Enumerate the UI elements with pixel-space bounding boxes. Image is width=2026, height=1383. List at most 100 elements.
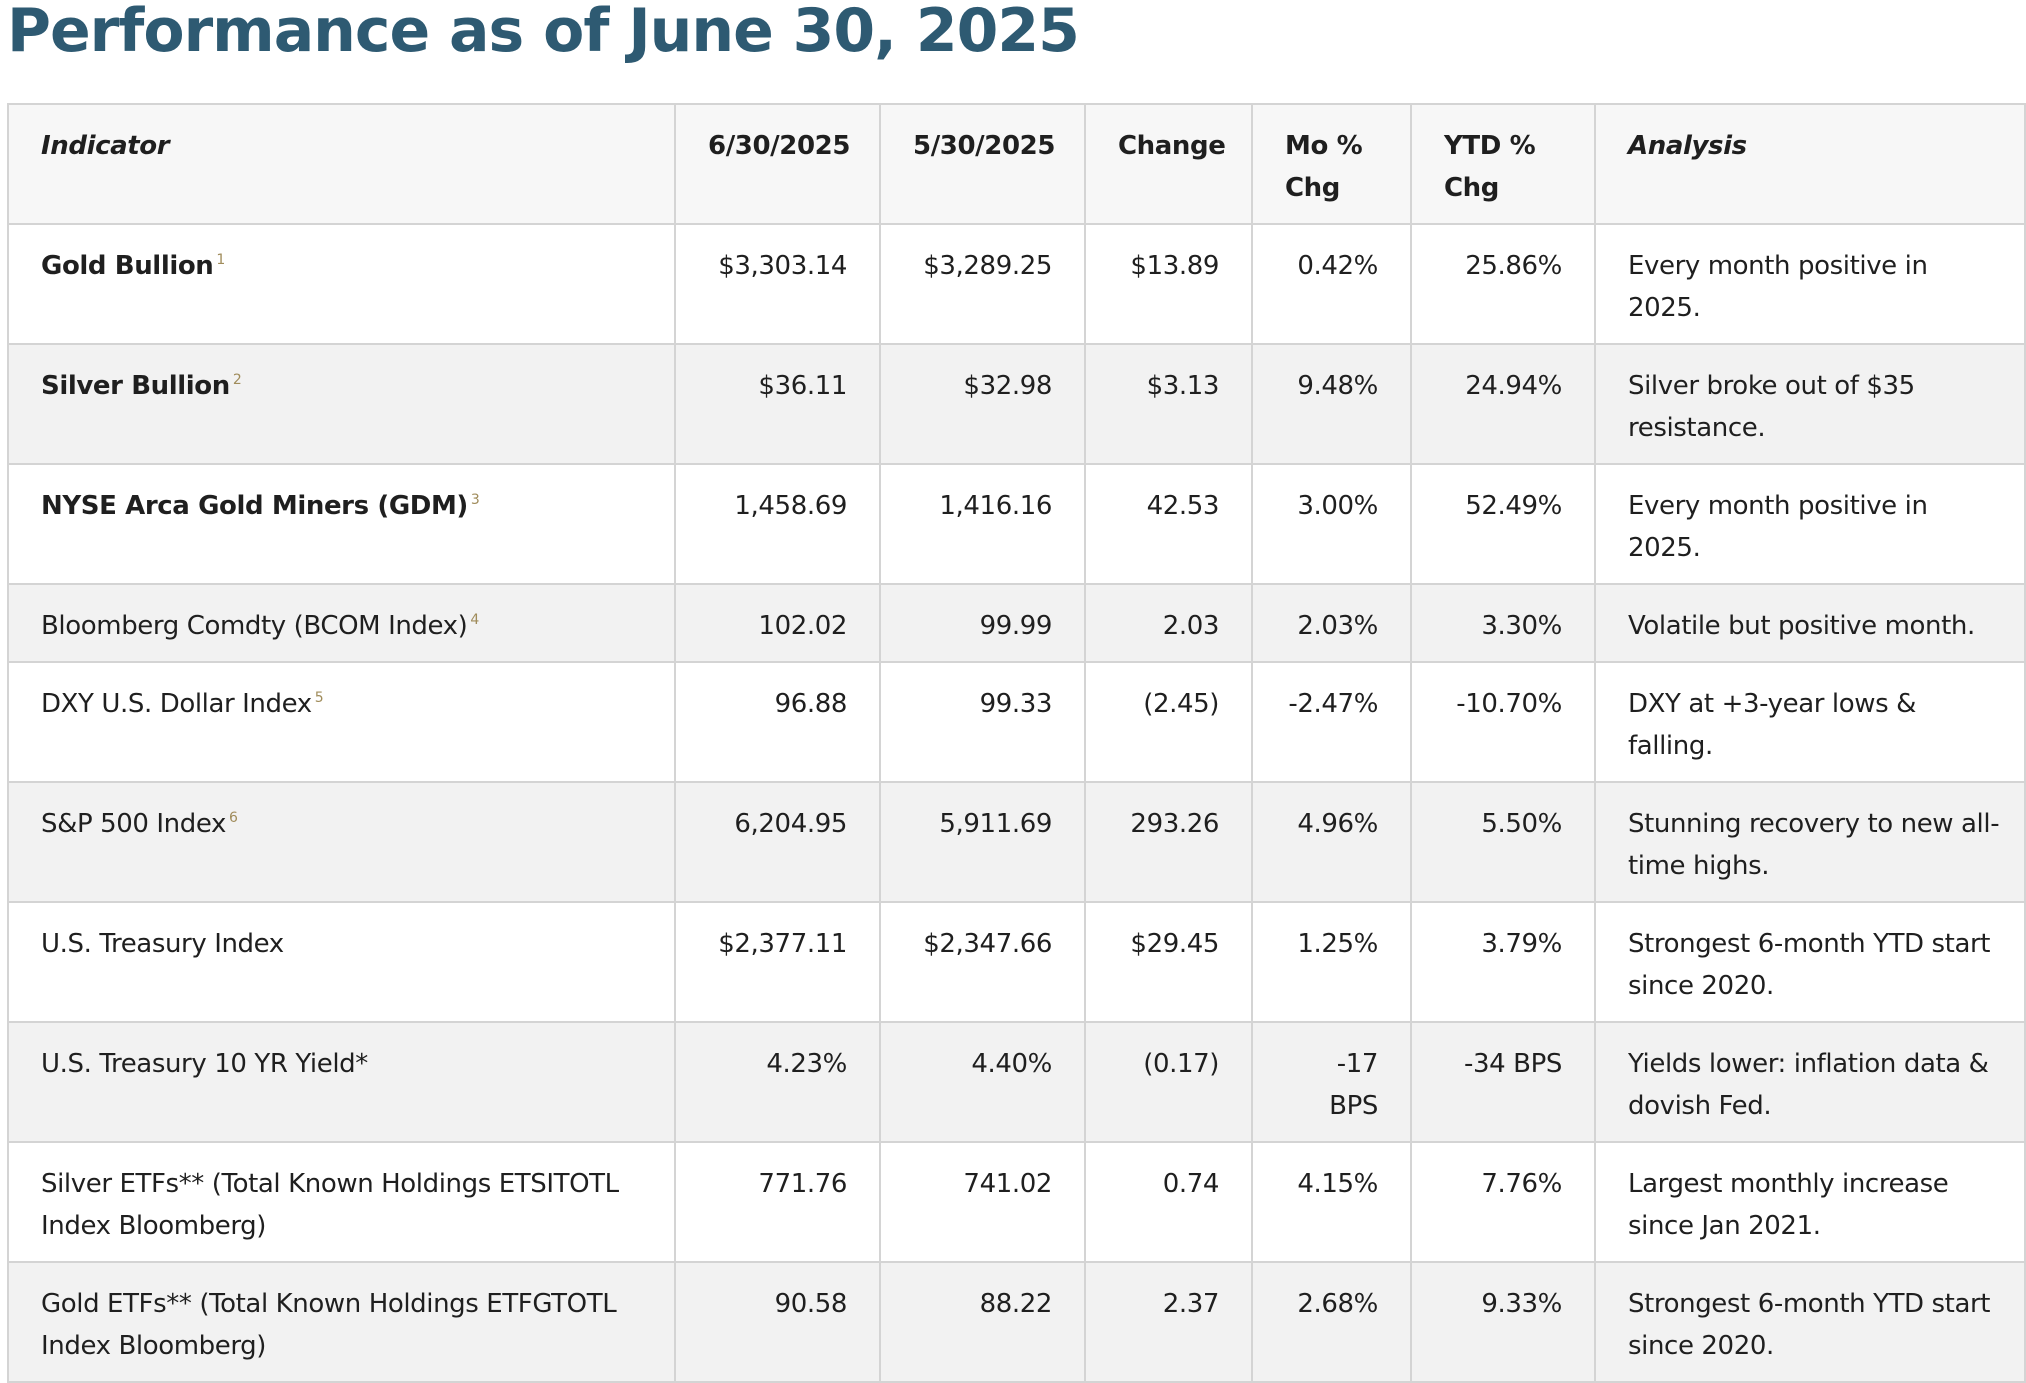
header-change: Change (1084, 103, 1253, 225)
table-header-row: Indicator 6/30/2025 5/30/2025 Change Mo … (7, 103, 2026, 225)
indicator-cell: S&P 500 Index 6 (7, 781, 676, 903)
change-cell: $13.89 (1084, 223, 1253, 345)
ytd-pct-cell: -10.70% (1410, 661, 1596, 783)
value-6-30-cell: 90.58 (674, 1261, 881, 1383)
indicator-cell: U.S. Treasury Index (7, 901, 676, 1023)
analysis-cell: Every month positive in 2025. (1594, 223, 2026, 345)
indicator-cell: Gold Bullion 1 (7, 223, 676, 345)
indicator-name: NYSE Arca Gold Miners (GDM) (41, 491, 468, 521)
footnote-marker[interactable]: 5 (314, 690, 324, 707)
analysis-cell: Strongest 6-month YTD start since 2020. (1594, 1261, 2026, 1383)
value-6-30-cell: $2,377.11 (674, 901, 881, 1023)
indicator-cell: Silver ETFs** (Total Known Holdings ETSI… (7, 1141, 676, 1263)
table-row: S&P 500 Index 6 6,204.95 5,911.69 293.26 4.96… (7, 781, 2026, 903)
footnote-marker[interactable]: 3 (470, 492, 480, 509)
performance-table: Indicator 6/30/2025 5/30/2025 Change Mo … (7, 103, 2026, 1383)
change-cell: 293.26 (1084, 781, 1253, 903)
indicator-cell: DXY U.S. Dollar Index 5 (7, 661, 676, 783)
value-6-30-cell: 96.88 (674, 661, 881, 783)
table-row: Silver ETFs** (Total Known Holdings ETSI… (7, 1141, 2026, 1263)
table-body: Gold Bullion 1 $3,303.14 $3,289.25 $13.89 0.4… (7, 223, 2026, 1383)
ytd-pct-cell: 3.79% (1410, 901, 1596, 1023)
value-6-30-cell: $36.11 (674, 343, 881, 465)
mo-pct-cell: 4.96% (1251, 781, 1412, 903)
value-5-30-cell: 741.02 (879, 1141, 1086, 1263)
analysis-cell: Volatile but positive month. (1594, 583, 2026, 663)
indicator-name: S&P 500 Index (41, 809, 226, 839)
value-5-30-cell: $3,289.25 (879, 223, 1086, 345)
value-6-30-cell: 1,458.69 (674, 463, 881, 585)
indicator-name: U.S. Treasury Index (41, 929, 284, 959)
header-date-5-30: 5/30/2025 (879, 103, 1086, 225)
value-6-30-cell: 771.76 (674, 1141, 881, 1263)
table-row: Gold Bullion 1 $3,303.14 $3,289.25 $13.89 0.4… (7, 223, 2026, 345)
header-ytd-pct-chg: YTD % Chg (1410, 103, 1596, 225)
mo-pct-cell: -17 BPS (1251, 1021, 1412, 1143)
table-row: Silver Bullion 2 $36.11 $32.98 $3.13 9.48% 24.… (7, 343, 2026, 465)
footnote-marker[interactable]: 2 (232, 372, 242, 389)
footnote-marker[interactable]: 6 (229, 810, 238, 827)
value-6-30-cell: 4.23% (674, 1021, 881, 1143)
change-cell: $29.45 (1084, 901, 1253, 1023)
mo-pct-cell: 4.15% (1251, 1141, 1412, 1263)
table-row: Gold ETFs** (Total Known Holdings ETFGTO… (7, 1261, 2026, 1383)
footnote-marker[interactable]: 4 (470, 612, 479, 629)
header-analysis: Analysis (1594, 103, 2026, 225)
change-cell: (0.17) (1084, 1021, 1253, 1143)
indicator-cell: U.S. Treasury 10 YR Yield* (7, 1021, 676, 1143)
table-row: U.S. Treasury Index $2,377.11 $2,347.66 $29… (7, 901, 2026, 1023)
footnote-marker[interactable]: 1 (216, 252, 225, 269)
header-indicator: Indicator (7, 103, 676, 225)
indicator-name: Silver ETFs** (Total Known Holdings ETSI… (41, 1169, 619, 1241)
analysis-cell: DXY at +3-year lows & falling. (1594, 661, 2026, 783)
value-5-30-cell: $2,347.66 (879, 901, 1086, 1023)
analysis-cell: Stunning recovery to new all-time highs. (1594, 781, 2026, 903)
mo-pct-cell: 1.25% (1251, 901, 1412, 1023)
ytd-pct-cell: 7.76% (1410, 1141, 1596, 1263)
analysis-cell: Silver broke out of $35 resistance. (1594, 343, 2026, 465)
table-row: NYSE Arca Gold Miners (GDM) 3 1,458.69 1,41… (7, 463, 2026, 585)
analysis-cell: Largest monthly increase since Jan 2021. (1594, 1141, 2026, 1263)
change-cell: 2.03 (1084, 583, 1253, 663)
ytd-pct-cell: -34 BPS (1410, 1021, 1596, 1143)
change-cell: 0.74 (1084, 1141, 1253, 1263)
indicator-cell: Bloomberg Comdty (BCOM Index) 4 (7, 583, 676, 663)
mo-pct-cell: 2.68% (1251, 1261, 1412, 1383)
value-6-30-cell: 6,204.95 (674, 781, 881, 903)
change-cell: 2.37 (1084, 1261, 1253, 1383)
analysis-cell: Yields lower: inflation data & dovish Fe… (1594, 1021, 2026, 1143)
header-mo-pct-chg: Mo % Chg (1251, 103, 1412, 225)
mo-pct-cell: 9.48% (1251, 343, 1412, 465)
table-row: DXY U.S. Dollar Index 5 96.88 99.33 (2.45) -2… (7, 661, 2026, 783)
value-5-30-cell: 1,416.16 (879, 463, 1086, 585)
value-6-30-cell: $3,303.14 (674, 223, 881, 345)
ytd-pct-cell: 3.30% (1410, 583, 1596, 663)
ytd-pct-cell: 9.33% (1410, 1261, 1596, 1383)
analysis-cell: Every month positive in 2025. (1594, 463, 2026, 585)
indicator-cell: NYSE Arca Gold Miners (GDM) 3 (7, 463, 676, 585)
value-5-30-cell: 4.40% (879, 1021, 1086, 1143)
value-5-30-cell: 99.99 (879, 583, 1086, 663)
ytd-pct-cell: 25.86% (1410, 223, 1596, 345)
change-cell: $3.13 (1084, 343, 1253, 465)
indicator-name: Gold Bullion (41, 251, 214, 281)
indicator-cell: Gold ETFs** (Total Known Holdings ETFGTO… (7, 1261, 676, 1383)
value-5-30-cell: 99.33 (879, 661, 1086, 783)
ytd-pct-cell: 52.49% (1410, 463, 1596, 585)
mo-pct-cell: 2.03% (1251, 583, 1412, 663)
value-5-30-cell: 88.22 (879, 1261, 1086, 1383)
indicator-name: DXY U.S. Dollar Index (41, 689, 312, 719)
change-cell: 42.53 (1084, 463, 1253, 585)
page-title: Performance as of June 30, 2025 (7, 0, 1080, 66)
ytd-pct-cell: 5.50% (1410, 781, 1596, 903)
indicator-name: Bloomberg Comdty (BCOM Index) (41, 611, 468, 641)
change-cell: (2.45) (1084, 661, 1253, 783)
analysis-cell: Strongest 6-month YTD start since 2020. (1594, 901, 2026, 1023)
mo-pct-cell: 3.00% (1251, 463, 1412, 585)
header-date-6-30: 6/30/2025 (674, 103, 881, 225)
value-5-30-cell: 5,911.69 (879, 781, 1086, 903)
table-row: U.S. Treasury 10 YR Yield* 4.23% 4.40% (0.1… (7, 1021, 2026, 1143)
indicator-cell: Silver Bullion 2 (7, 343, 676, 465)
mo-pct-cell: -2.47% (1251, 661, 1412, 783)
ytd-pct-cell: 24.94% (1410, 343, 1596, 465)
